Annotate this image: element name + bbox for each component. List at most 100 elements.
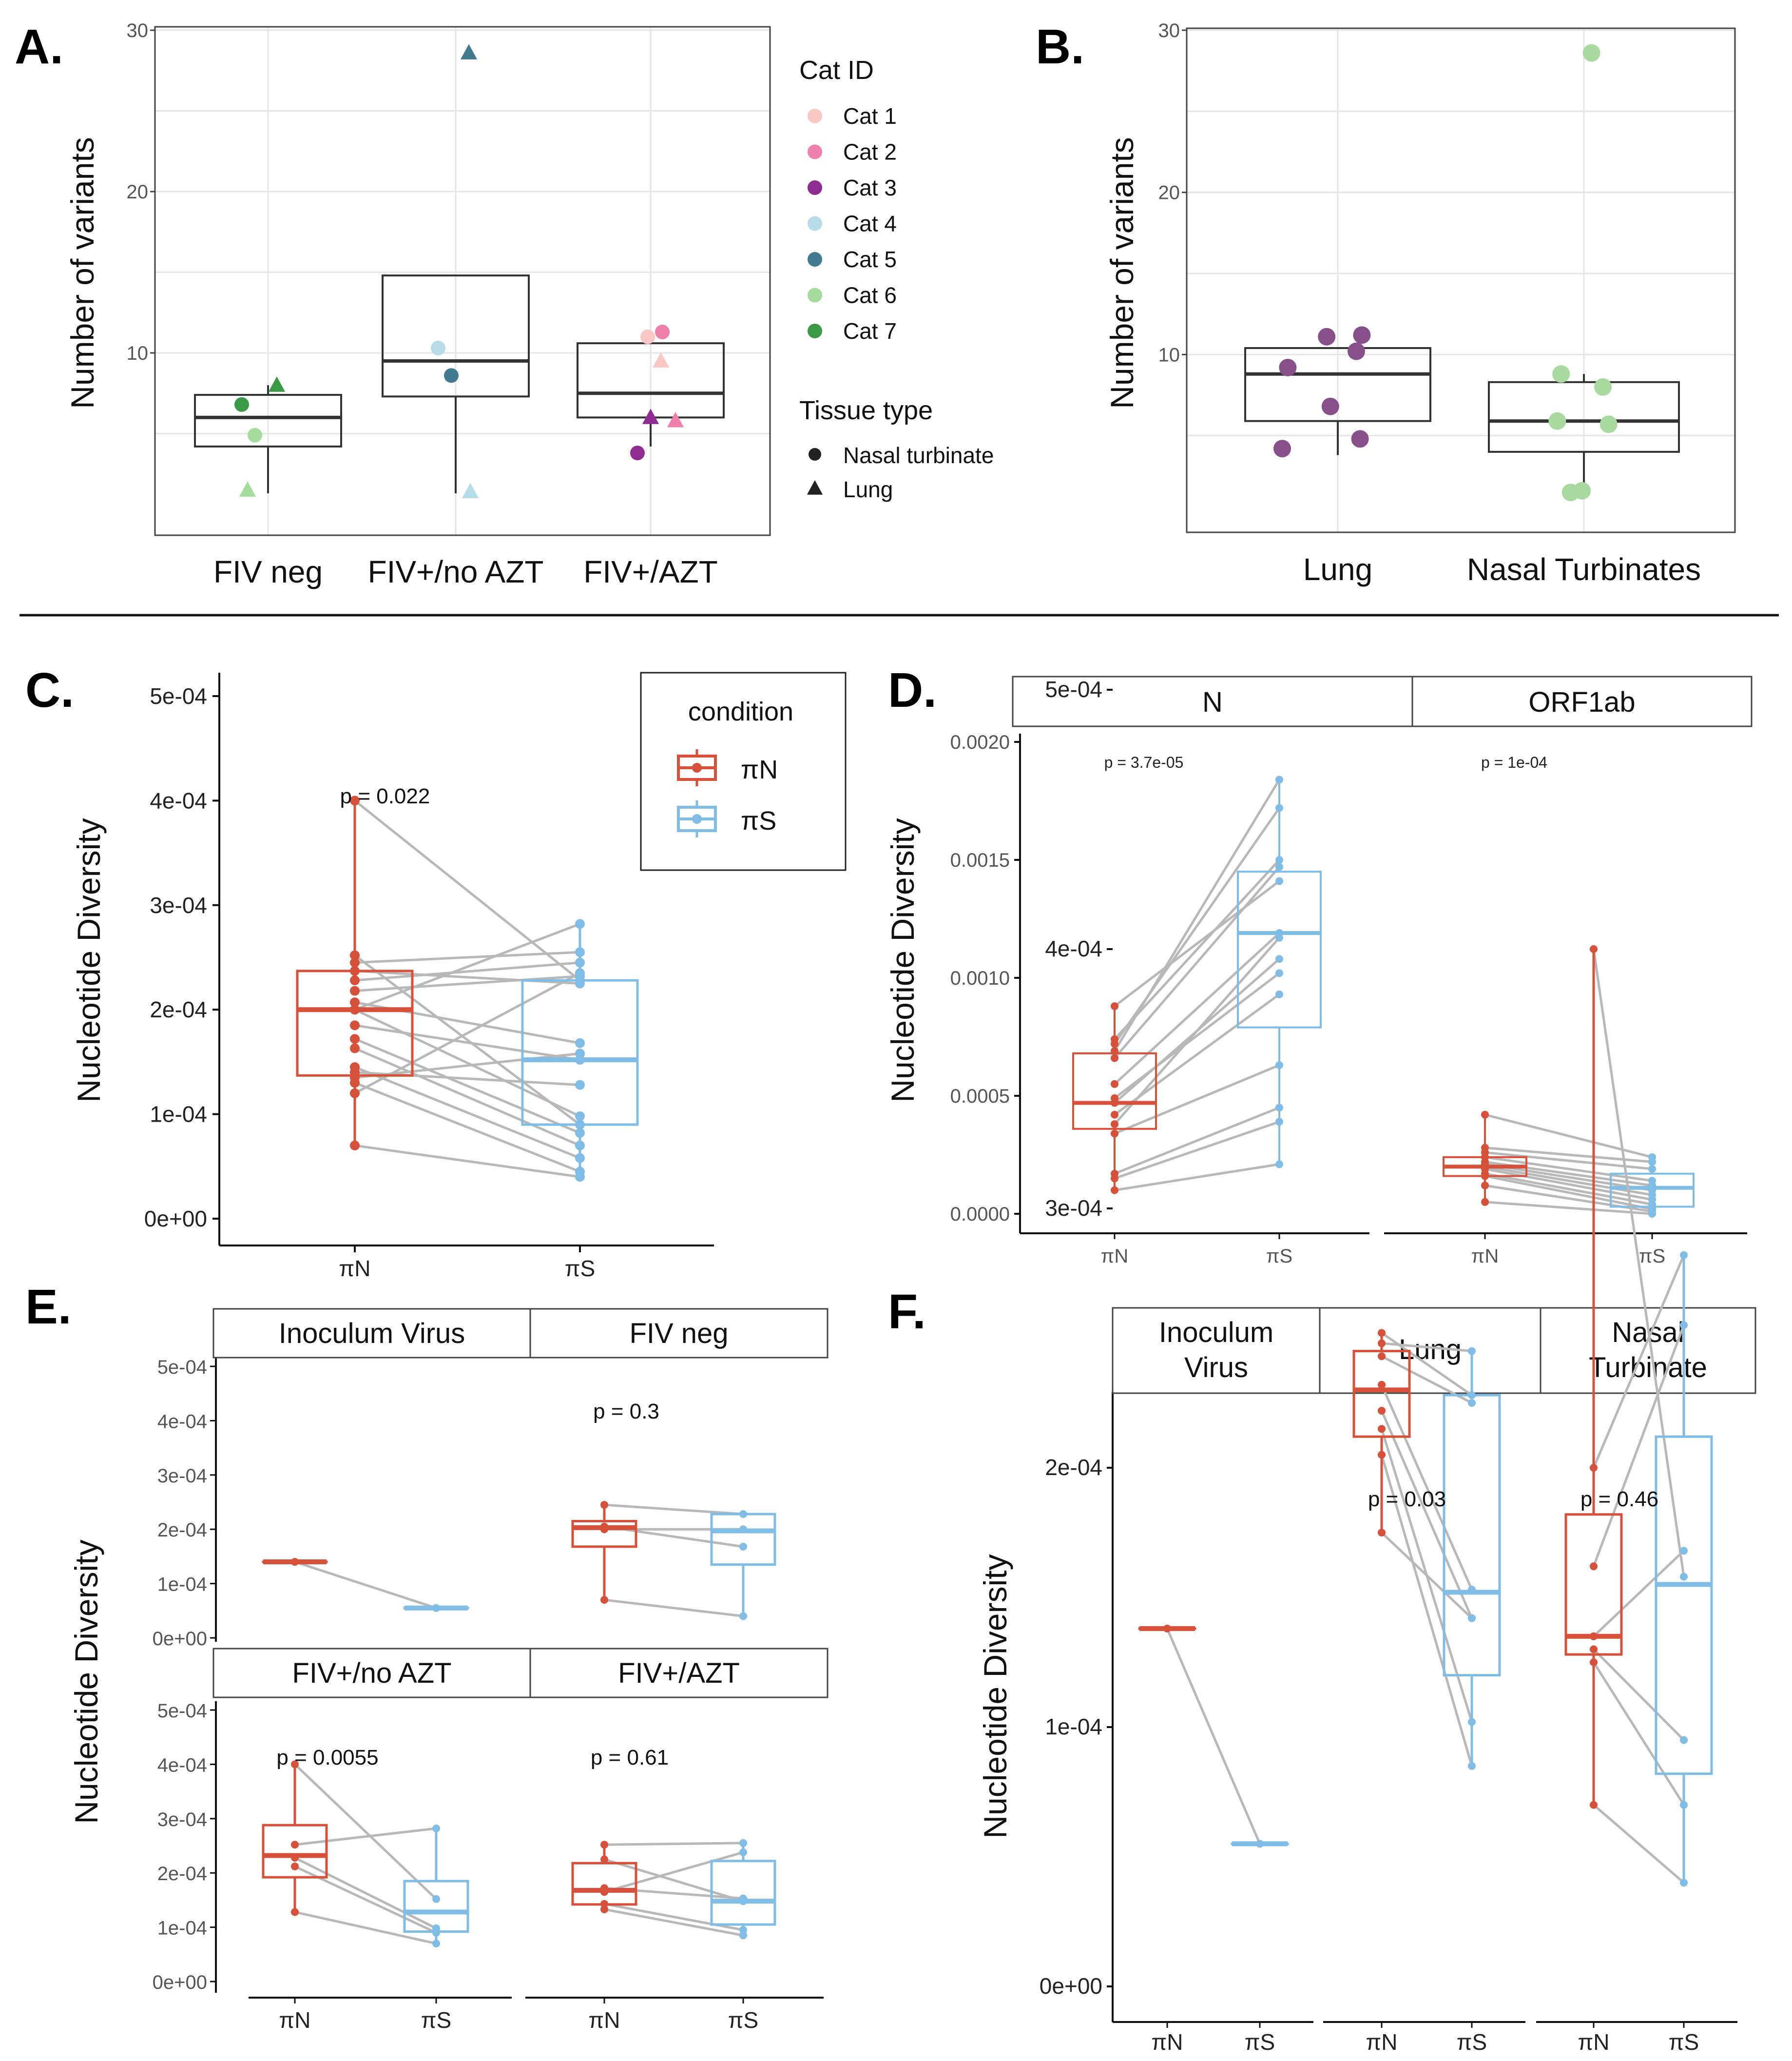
panel-e-point-piS (432, 1940, 440, 1948)
panel-c-paired-line (354, 1066, 580, 1159)
panel-a-ylabel: Number of variants (64, 137, 100, 409)
panel-f-point-piS (1680, 1573, 1688, 1581)
panel-c-label: C. (25, 663, 74, 718)
panel-e-paired-line (294, 1827, 437, 1846)
panel-f-xcat-label: πS (1245, 2029, 1275, 2055)
panel-d-point-piN (1111, 1099, 1118, 1107)
panel-e-ytick-label: 1e-04 (157, 1918, 207, 1939)
panel-a-label: A. (15, 19, 63, 74)
panel-f-pvalue: p = 0.46 (1580, 1487, 1658, 1511)
panel-d-paired-line (1114, 937, 1280, 1125)
panel-c-point-piS (575, 1140, 585, 1150)
panel-e-ytick-label: 5e-04 (157, 1700, 207, 1722)
panel-d-paired-line (1114, 1064, 1280, 1135)
panel-e-point-piN (291, 1841, 299, 1849)
panel-a-box (194, 394, 342, 447)
panel-d-point-piS (1648, 1158, 1656, 1166)
panel-e-paired-line (604, 1851, 744, 1893)
panel-a-point-nasal (640, 329, 655, 344)
panel-e-ytick-label: 4e-04 (157, 1411, 207, 1432)
panel-d-point-piS (1275, 955, 1283, 963)
panel-a-legend-label: Cat 6 (843, 283, 897, 308)
panel-d-strip-label: N (1202, 686, 1223, 718)
panel-c-point-piS (575, 978, 585, 989)
panel-a-ytick-label: 30 (127, 20, 149, 41)
panel-f-point-piN (1378, 1529, 1386, 1536)
panel-e-ytick-label: 2e-04 (157, 1863, 207, 1885)
panel-f-ylabel: Nucleotide Diversity (977, 1554, 1013, 1838)
panel-c-legend-key-dot (692, 814, 702, 824)
panel-f-box (1443, 1394, 1501, 1677)
panel-d-paired-line (1114, 972, 1280, 1099)
panel-b-xcat-label: Nasal Turbinates (1467, 552, 1701, 587)
panel-c-point-piS (575, 1128, 585, 1138)
panel-f-point-piN (1378, 1380, 1386, 1389)
panel-b-label: B. (1036, 19, 1084, 74)
panel-b-point (1321, 397, 1339, 415)
panel-f-xcat-label: πS (1457, 2029, 1487, 2055)
panel-e-pvalue: p = 0.0055 (276, 1746, 378, 1769)
panel-d-paired-line (1484, 1201, 1653, 1215)
panel-d-paired-line (1114, 932, 1280, 1085)
panel-d-point-piN (1481, 1172, 1489, 1180)
panel-d-xcat-label: πS (1639, 1245, 1665, 1267)
panel-c-point-piN (350, 957, 360, 968)
panel-e-point-piN (600, 1841, 608, 1849)
panel-a-legend-dot (808, 252, 822, 267)
panel-f-paired-line (1592, 1324, 1685, 1567)
panel-d-point-piS (1275, 1118, 1283, 1126)
panel-c-point-piS (575, 1049, 585, 1059)
panel-c-point-piN (350, 1034, 360, 1044)
panel-c-paired-line (354, 961, 580, 982)
panel-a-legend-label: Cat 4 (843, 211, 897, 236)
panel-a-point-nasal (431, 341, 445, 356)
panel-f-ytick-label: 5e-04 (1045, 677, 1102, 702)
panel-b-ytick-label: 30 (1158, 20, 1180, 41)
panel-d-box (1237, 871, 1322, 1029)
panel-e-paired-line (604, 1858, 744, 1903)
panel-a-ytick-label: 10 (127, 343, 149, 364)
panel-e-paired-line (294, 1763, 437, 1900)
panel-e-paired-line (294, 1856, 437, 1930)
panel-c-legend-label: πN (741, 755, 778, 784)
panel-d-paired-line (1484, 1156, 1653, 1182)
panel-e-box (403, 1880, 469, 1933)
panel-d-ytick-label: 0.0000 (950, 1204, 1010, 1225)
panel-a-legend-tissue-title: Tissue type (799, 396, 933, 425)
panel-d-point-piN (1481, 1181, 1489, 1189)
panel-e-strip (529, 1648, 829, 1698)
panel-a-point-nasal (655, 324, 670, 339)
panel-c-point-piS (575, 1111, 585, 1121)
panel-d-paired-line (1484, 1163, 1653, 1192)
panel-d-ytick-label: 0.0015 (950, 850, 1010, 871)
panel-f-point-piN (1378, 1352, 1386, 1361)
panel-a-legend-dot (808, 288, 822, 303)
panel-e-strip-label: Inoculum Virus (279, 1318, 465, 1349)
panel-d-point-piS (1648, 1210, 1656, 1218)
panel-a-point-nasal (234, 397, 249, 412)
panel-e-paired-line (604, 1598, 744, 1617)
panel-f-paired-line (1166, 1628, 1261, 1845)
panel-c-point-piN (350, 1088, 360, 1098)
panel-a-point-lung (462, 483, 479, 499)
panel-d-point-piS (1275, 863, 1283, 871)
panel-e-point-piS (739, 1525, 747, 1534)
panel-e-ytick-label: 0e+00 (153, 1972, 207, 1993)
panel-f-pvalue: p = 0.03 (1368, 1487, 1446, 1511)
panel-c-point-piN (350, 950, 360, 960)
panel-f-point-piN (1590, 1632, 1598, 1640)
panel-f-point-piN (1378, 1451, 1386, 1459)
panel-b-point (1279, 358, 1297, 376)
panel-f-point-piN (1590, 1464, 1598, 1472)
panel-c-paired-line (354, 975, 580, 992)
panel-b-point (1548, 412, 1566, 430)
panel-f-xcat-label: πN (1366, 2029, 1398, 2055)
panel-a-legend-tissue-label: Nasal turbinate (843, 443, 994, 468)
panel-b-ytick-label: 10 (1158, 344, 1180, 366)
panel-f-point-piS (1468, 1347, 1476, 1355)
panel-a-legend-label: Cat 1 (843, 103, 897, 129)
panel-a-legend-label: Cat 2 (843, 139, 897, 165)
panel-a-legend-dot (808, 324, 822, 338)
panel-f-paired-line (1592, 1254, 1685, 1468)
panel-d-xcat-label: πN (1471, 1245, 1499, 1267)
